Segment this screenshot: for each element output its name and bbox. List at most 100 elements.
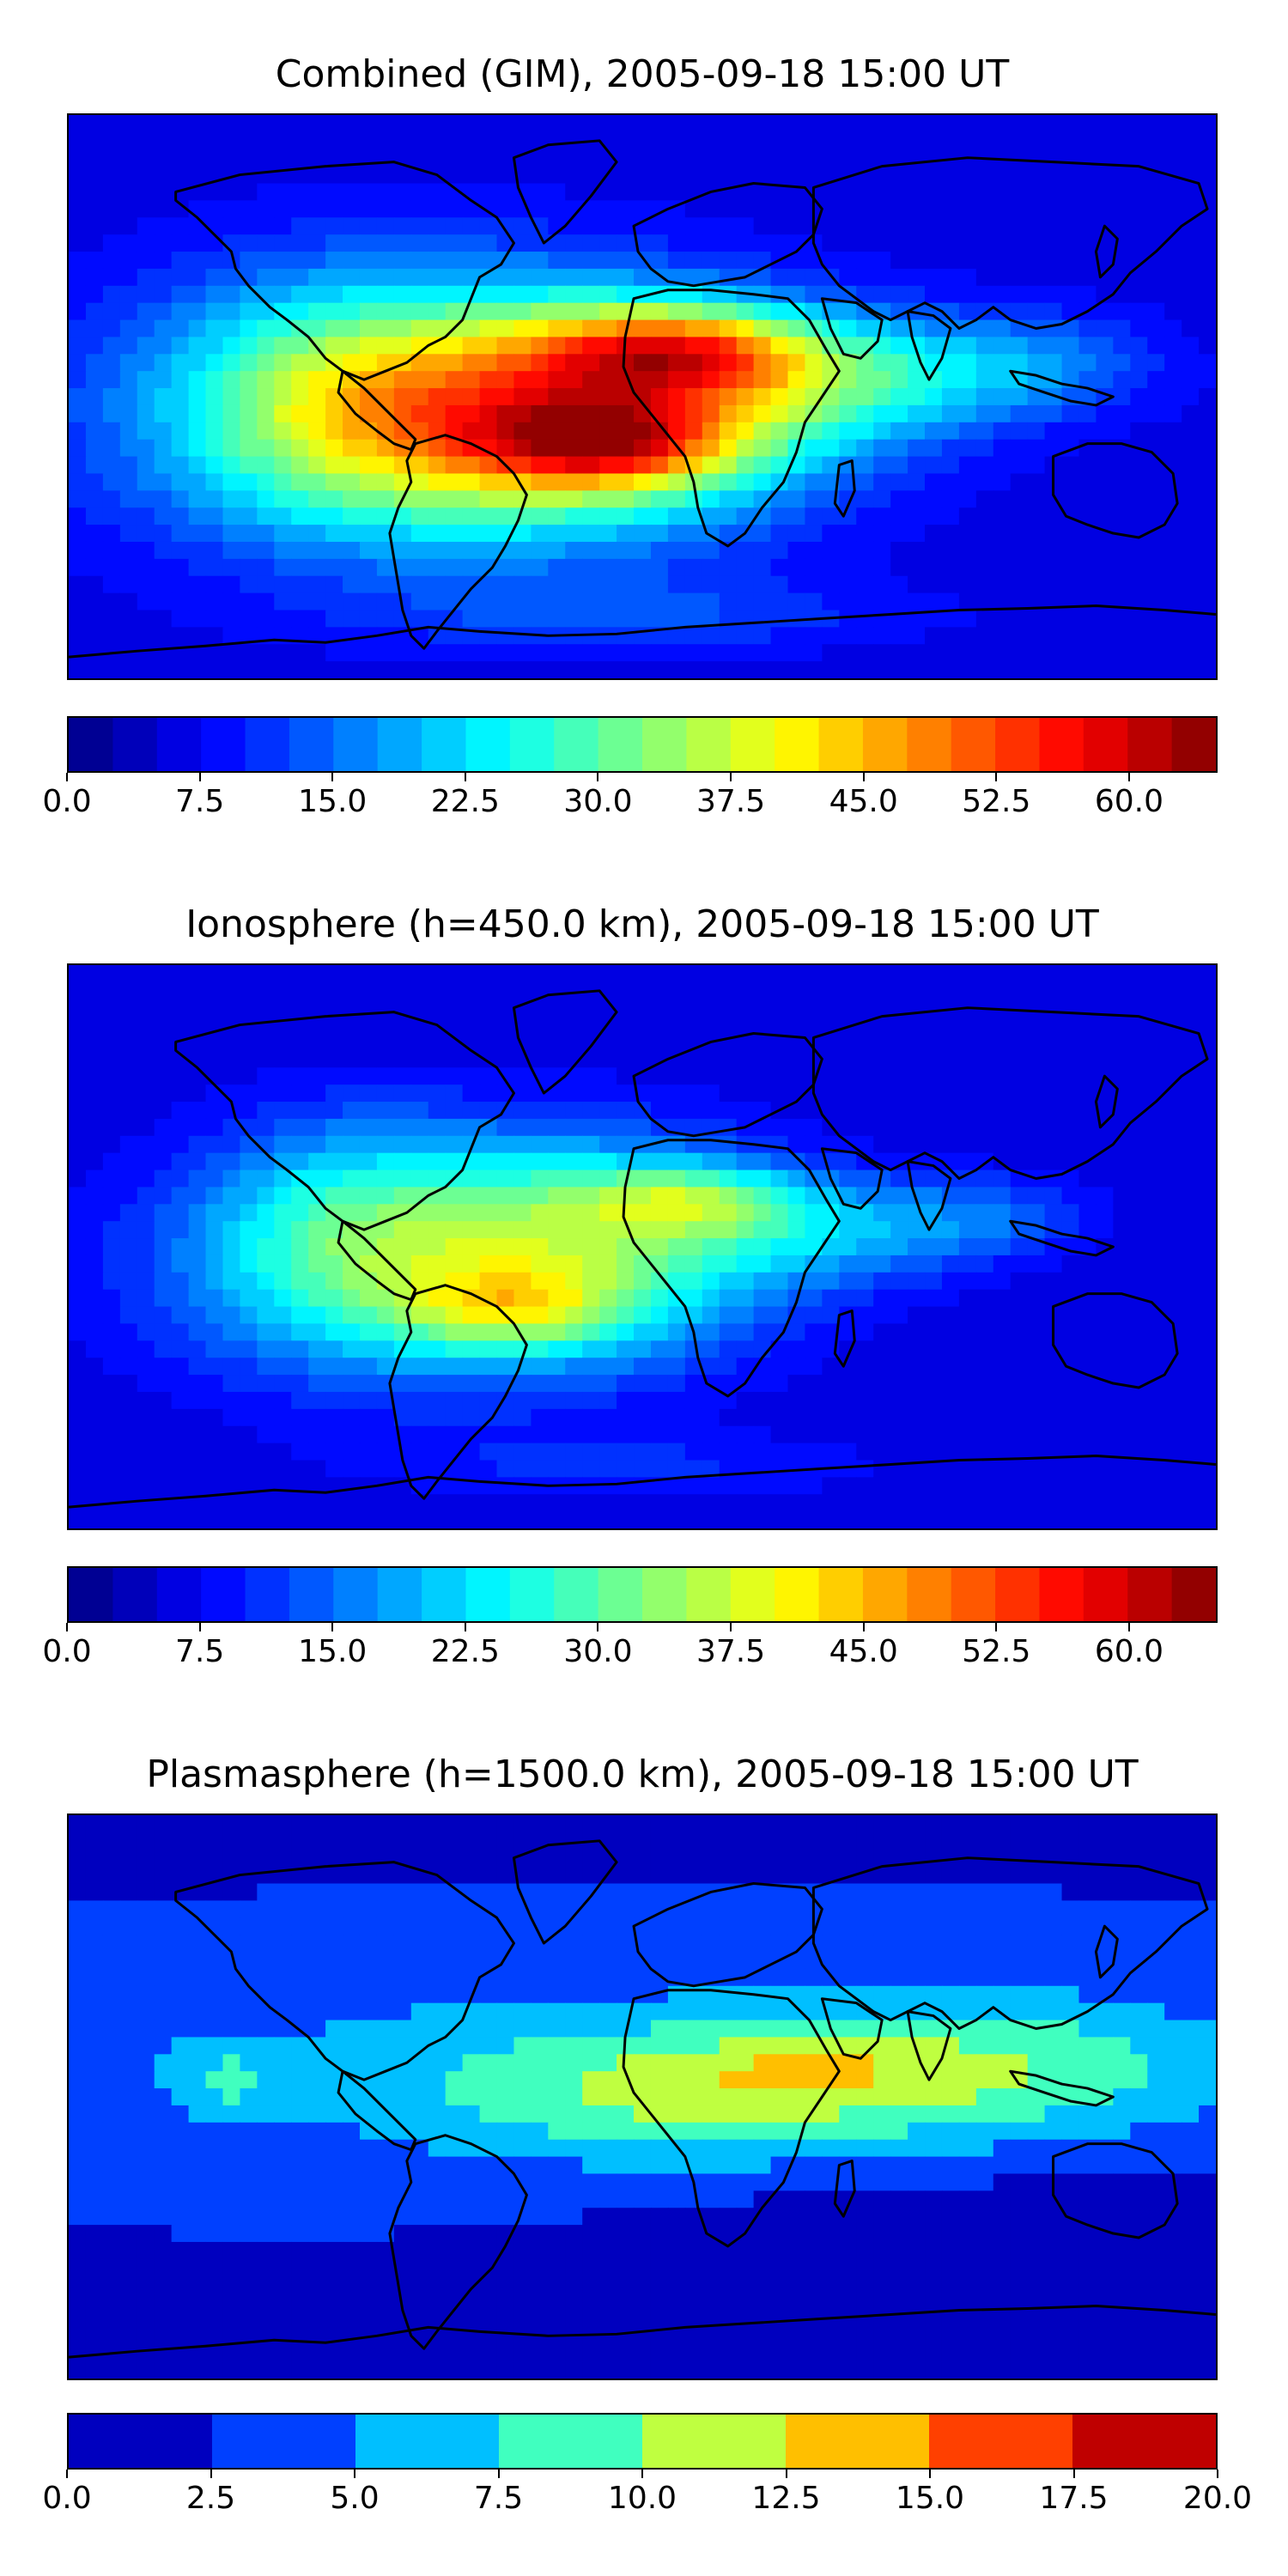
heatmap-cell (479, 592, 498, 611)
heatmap-cell (205, 644, 224, 662)
heatmap-cell (188, 1460, 207, 1478)
heatmap-cell (85, 1238, 104, 1256)
heatmap-cell (993, 1118, 1012, 1137)
heatmap-cell (308, 1391, 326, 1410)
heatmap-cell (599, 1323, 617, 1341)
heatmap-cell (462, 1306, 481, 1325)
heatmap-cell (205, 1477, 224, 1495)
colorbar-segment (201, 1568, 246, 1621)
heatmap-cell (1061, 1815, 1080, 1833)
heatmap-cell (479, 965, 498, 983)
heatmap-cell (1182, 319, 1200, 338)
heatmap-cell (1027, 592, 1046, 611)
heatmap-cell (975, 1815, 994, 1833)
heatmap-cell (993, 1067, 1012, 1085)
heatmap-cell (565, 1917, 583, 1935)
heatmap-cell (359, 1306, 378, 1325)
heatmap-cell (890, 234, 908, 252)
heatmap-cell (102, 422, 121, 440)
heatmap-cell (479, 1204, 498, 1222)
heatmap-cell (308, 1358, 326, 1376)
heatmap-cell (667, 1917, 686, 1935)
heatmap-cell (274, 319, 292, 338)
heatmap-cell (582, 1187, 600, 1205)
heatmap-cell (1061, 252, 1080, 270)
heatmap-cell (393, 507, 412, 526)
heatmap-cell (1164, 1084, 1182, 1103)
heatmap-cell (462, 1102, 481, 1120)
heatmap-cell (856, 422, 874, 440)
heatmap-cell (1164, 371, 1182, 389)
heatmap-cell (171, 965, 190, 983)
heatmap-cell (205, 981, 224, 1000)
heatmap-cell (137, 610, 155, 628)
heatmap-cell (634, 1900, 652, 1918)
heatmap-cell (274, 1152, 292, 1171)
heatmap-cell (753, 1425, 772, 1444)
heatmap-cell (1010, 1306, 1029, 1325)
heatmap-cell (805, 1016, 823, 1035)
heatmap-cell (410, 1323, 429, 1341)
heatmap-cell (240, 217, 258, 235)
heatmap-cell (908, 627, 926, 645)
heatmap-cell (958, 1204, 977, 1222)
heatmap-cell (69, 1289, 87, 1308)
heatmap-cell (856, 234, 874, 252)
heatmap-cell (958, 473, 977, 491)
heatmap-cell (462, 1016, 481, 1035)
heatmap-cell (137, 149, 155, 167)
heatmap-cell (1147, 1408, 1165, 1427)
heatmap-cell (291, 1221, 309, 1239)
heatmap-cell (513, 1135, 532, 1154)
heatmap-cell (359, 644, 378, 662)
colorbar-segment (201, 718, 246, 771)
heatmap-cell (1061, 965, 1080, 983)
heatmap-cell (890, 1221, 908, 1239)
heatmap-cell (222, 1102, 241, 1120)
heatmap-cell (479, 1358, 498, 1376)
heatmap-cell (325, 234, 343, 252)
colorbar-segment (69, 718, 113, 771)
heatmap-cell (531, 661, 549, 678)
heatmap-cell (496, 592, 515, 611)
heatmap-cell (822, 388, 840, 406)
heatmap-cell (1113, 1358, 1131, 1376)
heatmap-cell (1027, 1272, 1046, 1291)
heatmap-cell (719, 1170, 738, 1188)
heatmap-cell (85, 268, 104, 287)
heatmap-cell (925, 1306, 943, 1325)
heatmap-cell (1027, 1900, 1046, 1918)
heatmap-cell (736, 1102, 755, 1120)
heatmap-cell (479, 285, 498, 304)
heatmap-cell (137, 507, 155, 526)
heatmap-cell (343, 439, 361, 458)
colorbar-segment (642, 718, 687, 771)
heatmap-cell (975, 1511, 994, 1528)
heatmap-cell (565, 1050, 583, 1068)
heatmap-cell (975, 1408, 994, 1427)
heatmap-cell (274, 131, 292, 150)
heatmap-cell (222, 1152, 241, 1171)
heatmap-cell (684, 1408, 703, 1427)
heatmap-cell (719, 319, 738, 338)
heatmap-cell (479, 1425, 498, 1444)
heatmap-cell (1113, 388, 1131, 406)
heatmap-cell (599, 1511, 617, 1528)
heatmap-cell (102, 965, 121, 983)
heatmap-cell (1113, 285, 1131, 304)
heatmap-cell (822, 575, 840, 594)
heatmap-cell (119, 592, 138, 611)
heatmap-cell (137, 1255, 155, 1273)
heatmap-cell (925, 371, 943, 389)
heatmap-cell (102, 200, 121, 218)
heatmap-cell (1182, 507, 1200, 526)
heatmap-cell (975, 1917, 994, 1935)
heatmap-cell (1078, 200, 1097, 218)
heatmap-cell (548, 610, 566, 628)
heatmap-cell (702, 422, 720, 440)
heatmap-cell (531, 1408, 549, 1427)
heatmap-cell (462, 1187, 481, 1205)
colorbar-tick-label: 45.0 (829, 784, 898, 819)
heatmap-cell (856, 456, 874, 475)
heatmap-cell (393, 1866, 412, 1885)
